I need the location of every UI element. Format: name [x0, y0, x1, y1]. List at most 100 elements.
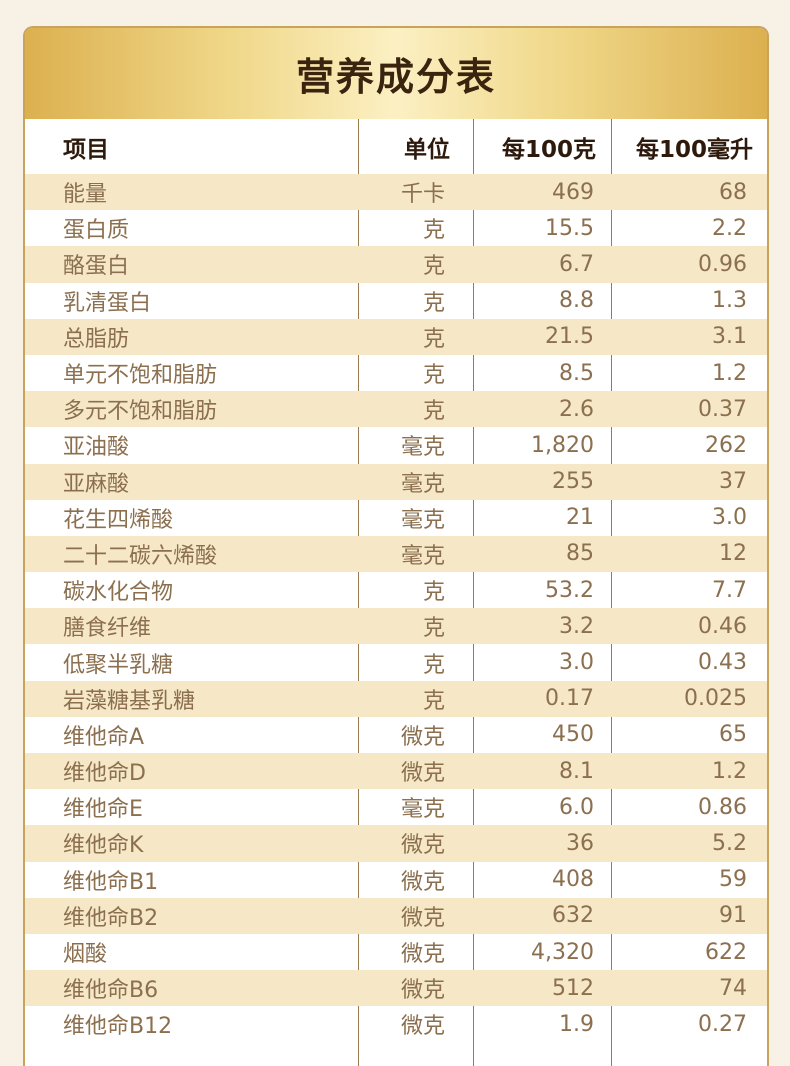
cell-unit: 克	[422, 688, 445, 714]
cell-name: 维他命B12	[63, 1014, 173, 1040]
cell-name: 低聚半乳糖	[63, 652, 174, 678]
cell-per-100g: 4,320	[531, 939, 594, 965]
cell-per-100g: 632	[552, 903, 594, 929]
cell-per-100ml: 68	[719, 179, 747, 205]
cell-per-100ml: 91	[719, 903, 747, 929]
cell-unit: 克	[422, 580, 445, 606]
table-row: 烟酸 微克 4,320 622	[25, 934, 767, 970]
cell-per-100g: 6.0	[559, 794, 594, 820]
cell-per-100g: 408	[552, 867, 594, 893]
cell-name: 二十二碳六烯酸	[63, 543, 218, 569]
header-per-100g: 每100克	[501, 136, 596, 163]
cell-per-100ml: 7.7	[712, 577, 747, 603]
cell-unit: 克	[422, 218, 445, 244]
cell-per-100ml: 1.3	[712, 288, 747, 314]
cell-unit: 微克	[400, 978, 445, 1004]
cell-per-100g: 8.5	[559, 360, 594, 386]
cell-unit: 克	[422, 652, 445, 678]
cell-per-100ml: 2.2	[712, 215, 747, 241]
table-row: 总脂肪 克 21.5 3.1	[25, 318, 767, 355]
table-row: 乳清蛋白 克 8.8 1.3	[25, 283, 767, 319]
cell-unit: 克	[422, 399, 445, 425]
table-row: 维他命B12 微克 1.9 0.27	[25, 1006, 767, 1042]
cell-unit: 微克	[400, 761, 445, 787]
table-row: 碳水化合物 克 53.2 7.7	[25, 572, 767, 608]
table-row: 维他命B2 微克 632 91	[25, 897, 767, 934]
cell-per-100g: 85	[566, 541, 594, 567]
cell-per-100g: 2.6	[559, 396, 594, 422]
cell-per-100g: 3.2	[559, 613, 594, 639]
table-row: 亚油酸 毫克 1,820 262	[25, 427, 767, 463]
cell-name: 维他命D	[63, 761, 146, 787]
header-per-100ml: 每100毫升	[635, 136, 753, 163]
cell-name: 碳水化合物	[63, 580, 174, 606]
cell-unit: 微克	[400, 833, 445, 859]
cell-unit: 克	[422, 363, 445, 389]
table-row: 维他命E 毫克 6.0 0.86	[25, 789, 767, 825]
table-row: 维他命D 微克 8.1 1.2	[25, 753, 767, 790]
cell-unit: 毫克	[400, 435, 445, 461]
cell-name: 烟酸	[63, 942, 108, 968]
cell-per-100ml: 74	[719, 975, 747, 1001]
cell-unit: 毫克	[400, 507, 445, 533]
table-row: 维他命B6 微克 512 74	[25, 970, 767, 1007]
cell-per-100g: 1,820	[531, 432, 594, 458]
table-row: 二十二碳六烯酸 毫克 85 12	[25, 535, 767, 573]
title-bar: 营养成分表	[25, 28, 767, 119]
cell-unit: 克	[422, 326, 445, 352]
table-row: 低聚半乳糖 克 3.0 0.43	[25, 644, 767, 680]
table-row: 能量 千卡 469 68	[25, 174, 767, 211]
cell-name: 岩藻糖基乳糖	[63, 688, 196, 714]
table-row: 花生四烯酸 毫克 21 3.0	[25, 500, 767, 536]
header-name: 项目	[63, 136, 109, 163]
cell-per-100g: 36	[566, 830, 594, 856]
cell-per-100ml: 0.27	[698, 1011, 747, 1037]
cell-name: 亚油酸	[63, 435, 130, 461]
cell-name: 维他命A	[63, 724, 145, 750]
cell-per-100ml: 3.1	[712, 324, 747, 350]
cell-per-100ml: 0.025	[684, 686, 747, 712]
cell-unit: 千卡	[400, 182, 445, 208]
cell-per-100g: 21	[566, 505, 594, 531]
column-divider-3	[611, 119, 612, 1066]
nutrition-card: 营养成分表 项目 单位 每100克 每100毫升 能量 千卡 469 68 蛋白质克 15…	[23, 26, 769, 1066]
cell-per-100ml: 12	[719, 541, 747, 567]
cell-unit: 微克	[400, 905, 445, 931]
cell-per-100ml: 262	[705, 432, 747, 458]
cell-per-100ml: 0.96	[698, 251, 747, 277]
cell-unit: 克	[422, 254, 445, 280]
cell-per-100g: 469	[552, 179, 594, 205]
table-row: 蛋白质 克 15.5 2.2	[25, 210, 767, 246]
cell-name: 总脂肪	[63, 326, 130, 352]
column-divider-2	[473, 119, 474, 1066]
cell-per-100ml: 0.86	[698, 794, 747, 820]
table-row: 膳食纤维 克 3.2 0.46	[25, 608, 767, 645]
table-row: 多元不饱和脂肪 克 2.6 0.37	[25, 391, 767, 428]
cell-unit: 毫克	[400, 471, 445, 497]
cell-per-100ml: 3.0	[712, 505, 747, 531]
cell-per-100ml: 0.46	[698, 613, 747, 639]
cell-name: 亚麻酸	[63, 471, 130, 497]
cell-per-100g: 8.8	[559, 288, 594, 314]
cell-name: 能量	[63, 182, 108, 208]
cell-per-100ml: 0.37	[698, 396, 747, 422]
cell-unit: 微克	[400, 724, 445, 750]
cell-per-100g: 15.5	[545, 215, 594, 241]
cell-per-100g: 1.9	[559, 1011, 594, 1037]
cell-per-100g: 53.2	[545, 577, 594, 603]
page-title: 营养成分表	[295, 55, 496, 99]
cell-per-100ml: 622	[705, 939, 747, 965]
cell-name: 酪蛋白	[63, 254, 130, 280]
header-unit: 单位	[404, 136, 450, 163]
cell-per-100ml: 59	[719, 867, 747, 893]
cell-name: 维他命E	[63, 797, 143, 823]
cell-name: 多元不饱和脂肪	[63, 399, 218, 425]
cell-name: 膳食纤维	[63, 616, 152, 642]
table-row: 维他命K 微克 36 5.2	[25, 825, 767, 862]
table-body: 能量 千卡 469 68 蛋白质克 15.5 2.2 酪蛋白克 6.7 0.96 乳清蛋白克 8.8 1…	[25, 174, 767, 1043]
cell-per-100ml: 65	[719, 722, 747, 748]
cell-name: 花生四烯酸	[63, 507, 174, 533]
table-header: 项目 单位 每100克 每100毫升	[25, 119, 767, 174]
cell-per-100ml: 1.2	[712, 758, 747, 784]
cell-per-100g: 3.0	[559, 650, 594, 676]
